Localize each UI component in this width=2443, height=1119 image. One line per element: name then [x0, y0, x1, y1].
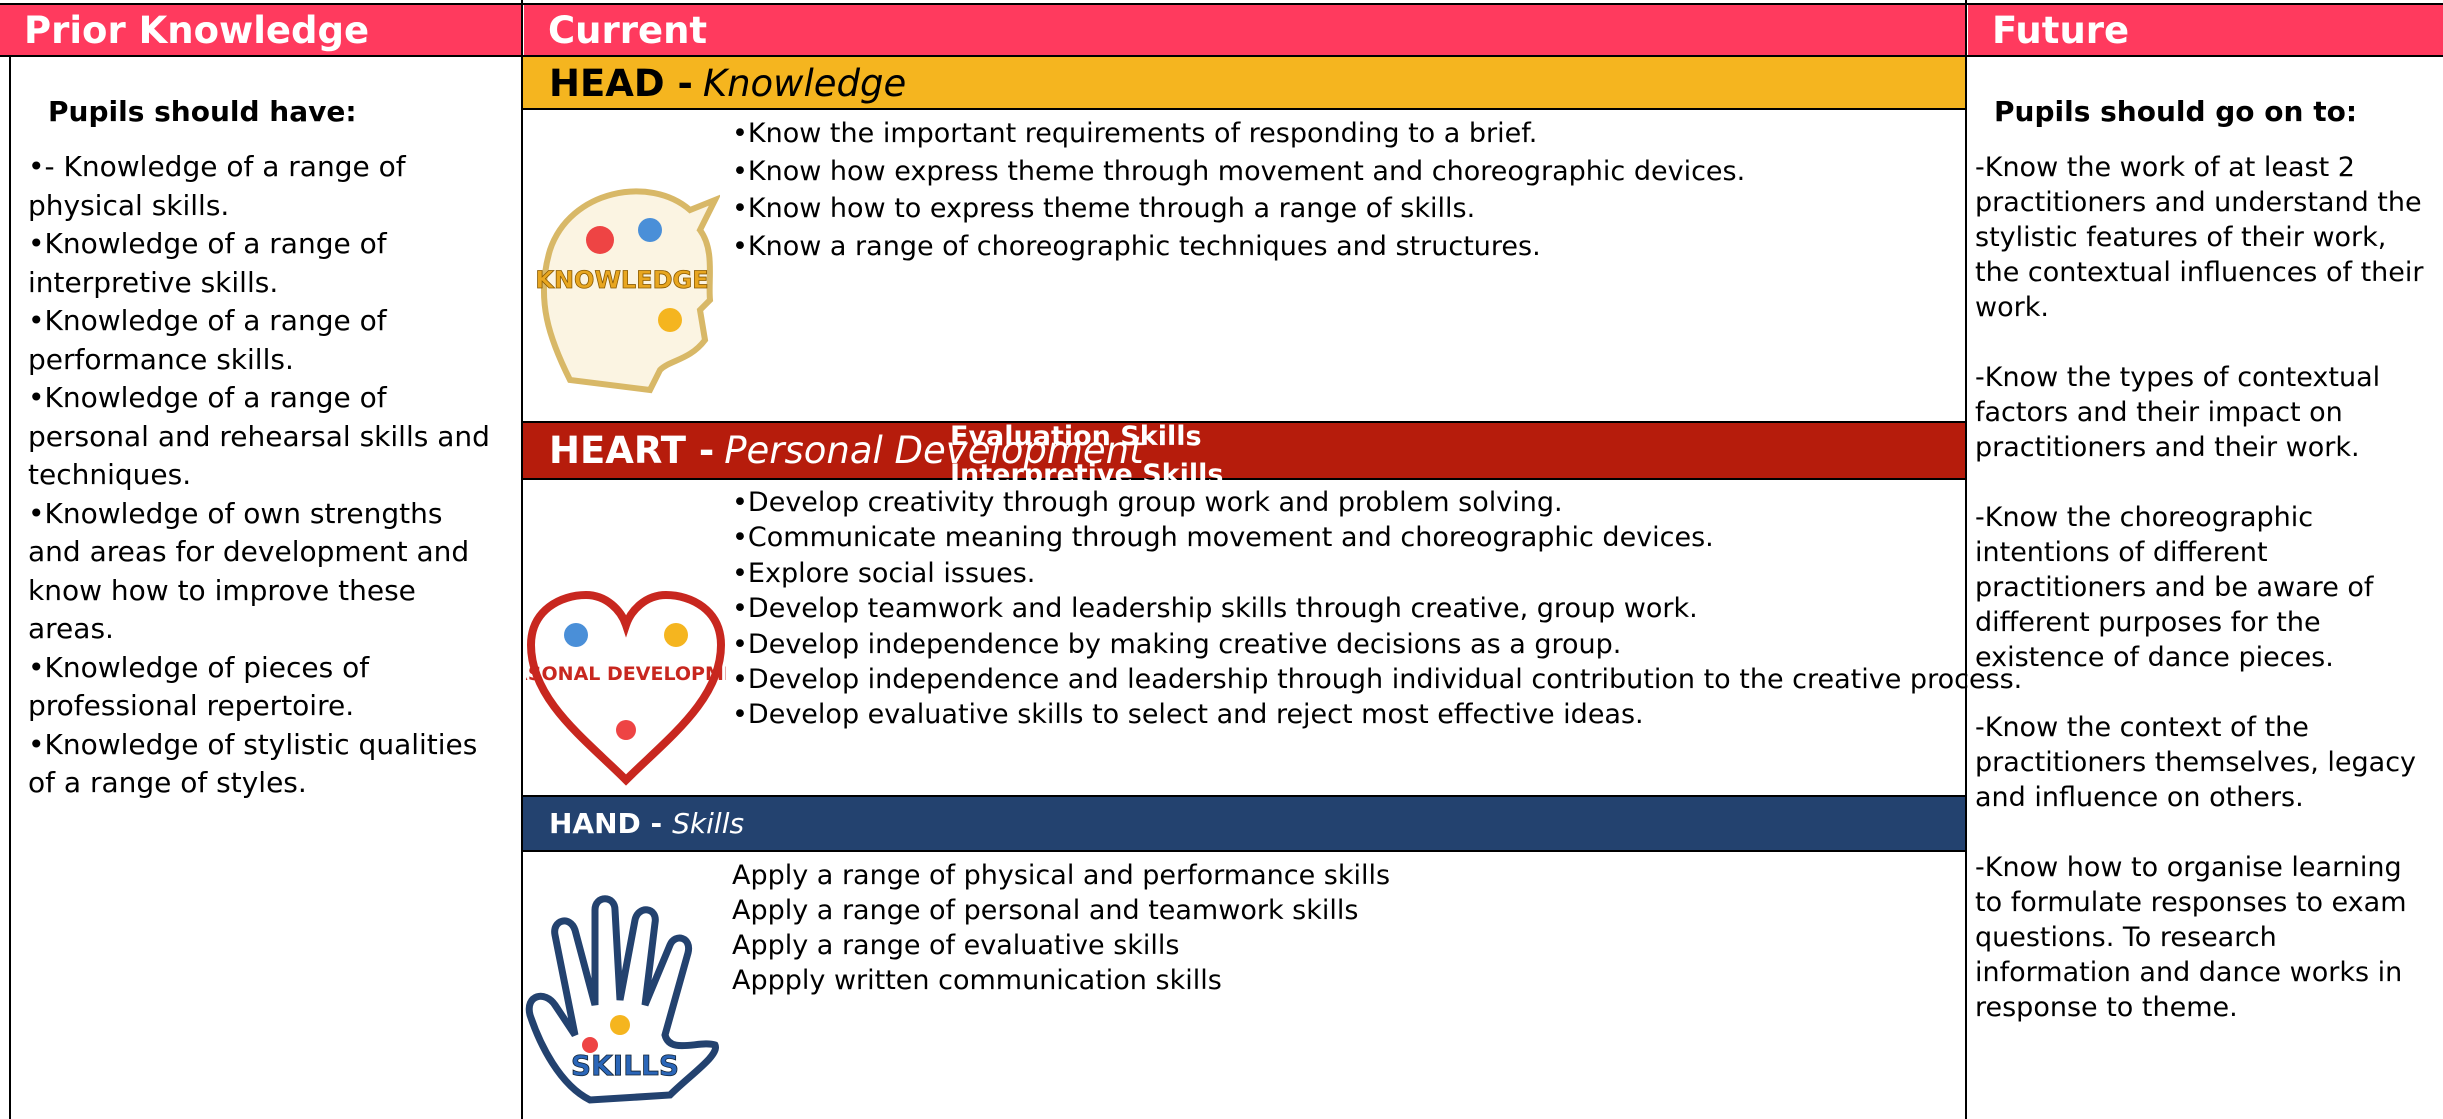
prior-item: •Knowledge of own strengths and areas fo…	[28, 496, 470, 646]
border	[0, 55, 2443, 57]
prior-heading: Pupils should have:	[48, 95, 357, 128]
prior-list: •- Knowledge of a range of physical skil…	[28, 148, 503, 803]
overlay-text: Interpretive Skills	[950, 459, 1224, 490]
section-item: Apply a range of physical and performanc…	[732, 860, 1391, 891]
border	[521, 0, 523, 1119]
heart-list: •Develop creativity through group work a…	[732, 485, 2022, 733]
current-title: Current	[548, 9, 708, 52]
future-list: -Know the work of at least 2 practitione…	[1975, 150, 2435, 1060]
section-sublabel: Personal Development	[724, 429, 1144, 472]
border	[9, 56, 11, 1119]
current-header: Current	[524, 5, 1966, 57]
section-item: Apply a range of personal and teamwork s…	[732, 895, 1359, 926]
hand-icon: SKILLS	[525, 895, 719, 1104]
hand-list: Apply a range of physical and performanc…	[732, 858, 1390, 998]
heart-bar: HEART - Personal Development	[523, 421, 1965, 480]
section-item: Apply a range of evaluative skills	[732, 930, 1180, 961]
section-sublabel: Knowledge	[702, 61, 907, 105]
section-item: •Know a range of choreographic technique…	[732, 230, 1541, 262]
section-item: •Develop teamwork and leadership skills …	[732, 593, 1698, 625]
prior-item: •Knowledge of pieces of professional rep…	[28, 650, 370, 723]
knowledge-icon: KNOWLEDGE	[535, 188, 720, 394]
prior-title: Prior Knowledge	[24, 9, 370, 52]
icon-text: PERSONAL DEVELOPMENT	[526, 663, 726, 685]
section-item: •Explore social issues.	[732, 557, 1036, 589]
overlay-text: Evaluation Skills	[950, 421, 1202, 452]
future-item: -Know how to organise learning to formul…	[1975, 852, 2407, 1023]
prior-item: •Knowledge of a range of personal and re…	[28, 381, 490, 491]
prior-item: •- Knowledge of a range of physical skil…	[28, 150, 406, 222]
hand-bar: HAND - Skills	[523, 795, 1965, 852]
section-item: •Know how express theme through movement…	[732, 155, 1746, 187]
heart-icon: PERSONAL DEVELOPMENT	[526, 590, 726, 786]
head-list: •Know the important requirements of resp…	[732, 115, 1745, 265]
section-item: •Communicate meaning through movement an…	[732, 522, 1714, 554]
border	[0, 3, 2443, 5]
prior-item: •Knowledge of a range of performance ski…	[28, 304, 387, 376]
section-label: HEAD -	[549, 61, 693, 105]
prior-header: Prior Knowledge	[0, 5, 522, 57]
icon-text: SKILLS	[571, 1049, 679, 1082]
border	[522, 108, 1966, 110]
section-label: HAND -	[549, 807, 663, 840]
future-title: Future	[1992, 9, 2130, 52]
section-item: •Know how to express theme through a ran…	[732, 193, 1476, 224]
section-item: •Develop creativity through group work a…	[732, 487, 1563, 518]
icon-text: KNOWLEDGE	[535, 266, 708, 294]
future-header: Future	[1968, 5, 2443, 57]
section-label: HEART -	[549, 429, 715, 472]
overlay: Evaluation Skills Interpretive Skills	[950, 418, 1223, 494]
future-item: -Know the work of at least 2 practitione…	[1975, 152, 2424, 323]
section-item: •Know the important requirements of resp…	[732, 118, 1538, 149]
future-item: -Know the types of contextual factors an…	[1975, 362, 2381, 463]
section-item: •Develop evaluative skills to select and…	[732, 699, 1644, 731]
future-item: -Know the choreographic intentions of di…	[1975, 502, 2374, 673]
section-item: Appply written communication skills	[732, 965, 1222, 996]
section-item: •Develop independence and leadership thr…	[732, 664, 2023, 696]
section-sublabel: Skills	[672, 807, 745, 840]
future-item: -Know the context of the practitioners t…	[1975, 712, 2417, 813]
section-item: •Develop independence by making creative…	[732, 628, 1622, 660]
border	[1965, 0, 1967, 1119]
prior-item: •Knowledge of stylistic qualities of a r…	[28, 727, 478, 800]
future-heading: Pupils should go on to:	[1994, 95, 2358, 128]
head-bar: HEAD - Knowledge	[523, 57, 1965, 109]
prior-item: •Knowledge of a range of interpretive sk…	[28, 227, 387, 299]
